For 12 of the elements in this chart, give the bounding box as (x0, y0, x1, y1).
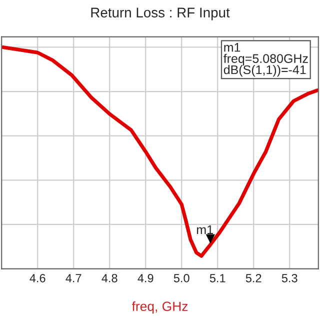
annotation: m1 freq=5.080GHz dB(S(1,1))=-41 (224, 43, 308, 77)
x-tick-label: 5.2 (246, 274, 262, 282)
x-tick-label: 5.3 (282, 274, 298, 282)
x-tick-label: 4.7 (66, 274, 82, 282)
chart-title: Return Loss : RF Input (91, 8, 230, 20)
x-tick-label: 4.8 (102, 274, 118, 282)
x-tick-label: 5.0 (174, 274, 190, 282)
x-tick-label: 4.9 (138, 274, 154, 282)
x-axis-title: freq, GHz (132, 301, 188, 314)
annotation: m1 (196, 225, 213, 234)
x-tick-label: 4.6 (30, 274, 46, 282)
x-tick-label: 5.1 (210, 274, 226, 282)
